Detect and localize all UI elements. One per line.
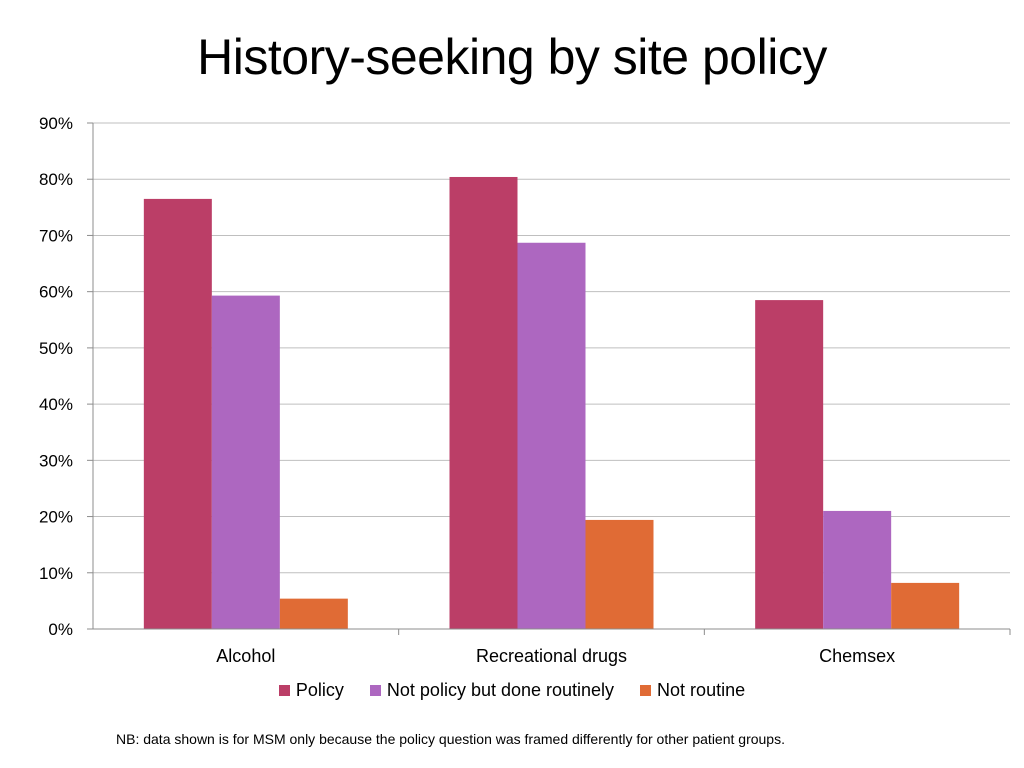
legend-item: Not routine [640, 680, 745, 701]
bars [143, 176, 960, 629]
bar [279, 598, 348, 629]
y-tick-label: 0% [48, 620, 73, 639]
x-axis [92, 123, 1011, 635]
bar [823, 510, 892, 629]
legend-item: Not policy but done routinely [369, 680, 615, 701]
y-tick-label: 20% [39, 508, 73, 527]
category-label: Chemsex [819, 646, 895, 666]
bar [755, 300, 824, 629]
bar [891, 582, 960, 629]
y-tick-label: 40% [39, 395, 73, 414]
legend-label: Not policy but done routinely [386, 680, 615, 700]
legend-swatch [640, 685, 652, 696]
page-title: History-seeking by site policy [197, 29, 827, 85]
y-axis-ticks: 0% 10% 20% 30% 40% 50% 60% 70% 80% 90% [39, 114, 93, 639]
category-label: Recreational drugs [476, 646, 627, 666]
legend: Policy Not policy but done routinely Not r… [0, 680, 1024, 701]
bar [517, 242, 586, 629]
legend-label: Policy [295, 680, 344, 700]
bar [585, 519, 654, 629]
bar-chart: 0% 10% 20% 30% 40% 50% 60% 70% 80% 90% Alcohol Rec… [39, 114, 1011, 666]
y-tick-label: 70% [39, 226, 73, 245]
y-tick-label: 90% [39, 114, 73, 133]
y-tick-label: 30% [39, 451, 73, 470]
bar [143, 198, 212, 629]
footnote: NB: data shown is for MSM only because t… [116, 731, 785, 747]
legend-label: Not routine [657, 680, 746, 700]
category-labels: Alcohol Recreational drugs Chemsex [216, 646, 895, 666]
legend-swatch [369, 685, 381, 696]
legend-item: Policy [278, 680, 344, 701]
y-tick-label: 10% [39, 564, 73, 583]
bar [211, 295, 280, 629]
y-tick-label: 80% [39, 170, 73, 189]
y-tick-label: 60% [39, 283, 73, 302]
category-label: Alcohol [216, 646, 275, 666]
legend-swatch [278, 685, 290, 696]
y-tick-label: 50% [39, 339, 73, 358]
bar [449, 176, 518, 629]
